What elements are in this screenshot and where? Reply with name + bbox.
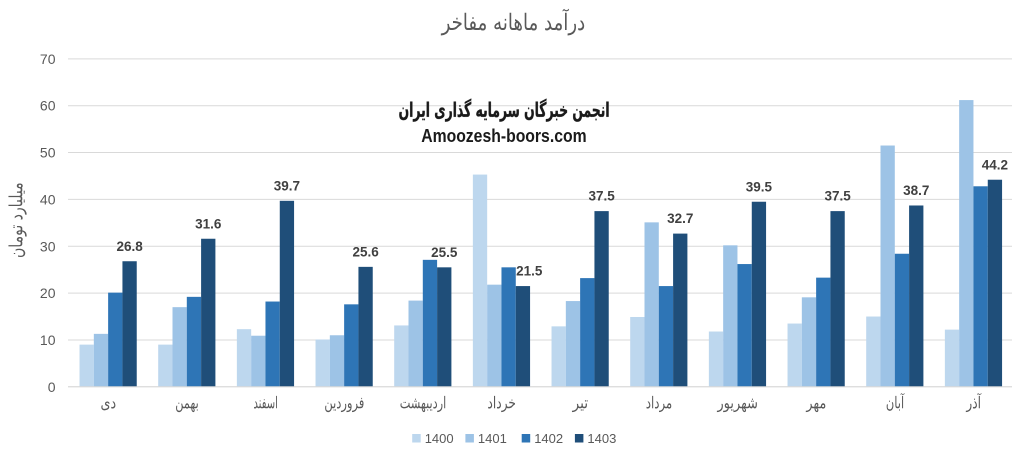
svg-text:31.6: 31.6 — [195, 216, 222, 231]
svg-text:50: 50 — [40, 145, 56, 161]
svg-text:39.5: 39.5 — [746, 179, 773, 194]
svg-text:37.5: 37.5 — [824, 189, 851, 204]
svg-text:0: 0 — [48, 379, 56, 395]
svg-text:37.5: 37.5 — [588, 189, 615, 204]
svg-text:1402: 1402 — [534, 431, 563, 446]
svg-text:25.6: 25.6 — [352, 244, 379, 259]
svg-text:Amoozesh-boors.com: Amoozesh-boors.com — [421, 126, 586, 146]
svg-text:60: 60 — [40, 98, 56, 114]
svg-text:1400: 1400 — [425, 431, 454, 446]
svg-text:25.5: 25.5 — [431, 245, 458, 260]
svg-text:44.2: 44.2 — [982, 157, 1008, 172]
svg-text:39.7: 39.7 — [274, 178, 300, 193]
svg-text:40: 40 — [40, 191, 56, 207]
svg-text:21.5: 21.5 — [516, 264, 543, 279]
svg-text:30: 30 — [40, 238, 56, 254]
svg-text:1401: 1401 — [478, 431, 507, 446]
svg-text:10: 10 — [40, 332, 56, 348]
svg-text:20: 20 — [40, 285, 56, 301]
svg-text:26.8: 26.8 — [116, 239, 143, 254]
svg-text:70: 70 — [40, 51, 56, 67]
svg-text:38.7: 38.7 — [903, 183, 929, 198]
svg-text:32.7: 32.7 — [667, 211, 693, 226]
svg-text:1403: 1403 — [587, 431, 616, 446]
